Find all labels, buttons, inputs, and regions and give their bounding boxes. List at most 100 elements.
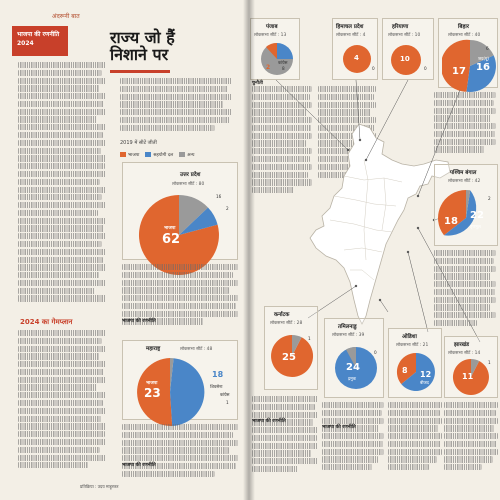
pie-jharkhand-bjp bbox=[452, 358, 489, 395]
chart-legend: भाजपा सहयोगी दल अन्य bbox=[120, 152, 195, 158]
up-notes bbox=[122, 264, 238, 334]
tn-notes bbox=[322, 402, 384, 476]
pie-jharkhand-other bbox=[471, 359, 480, 377]
state-seats-up: लोकसभा सीटें : 80 bbox=[172, 182, 205, 187]
section-banner: भाजपा की रणनीति 2024 bbox=[12, 26, 68, 56]
tn-strategy-label: भाजपा की रणनीति bbox=[322, 425, 356, 430]
pie-odisha-ally-value: 12 bbox=[420, 370, 432, 379]
pie-bihar-other bbox=[470, 40, 494, 66]
pie-bihar-ally-value: 16 bbox=[476, 62, 490, 73]
state-seats-himachal: लोकसभा सीटें : 4 bbox=[336, 33, 366, 38]
karnataka-strategy-label: भाजपा की रणनीति bbox=[252, 419, 286, 424]
state-name-haryana: हरियाणा bbox=[392, 24, 409, 30]
pie-jharkhand-other-value: 1 bbox=[488, 360, 491, 365]
punjab-notes bbox=[252, 86, 312, 206]
headline-rule bbox=[110, 70, 170, 73]
pie-up-other bbox=[179, 195, 208, 235]
pie-bihar-ally-label: जद(यू) bbox=[478, 56, 490, 61]
state-name-maharashtra: महाराष्ट्र bbox=[146, 346, 161, 352]
pie-haryana-bjp-value: 10 bbox=[400, 55, 410, 63]
wb-notes bbox=[434, 250, 496, 330]
pie-punjab-bjp-value: 2 bbox=[266, 64, 271, 71]
section-tag: अंदरूनी बात bbox=[52, 13, 80, 20]
pie-jharkhand-bjp-value: 11 bbox=[462, 372, 474, 381]
state-name-tn: तमिलनाडु bbox=[338, 324, 357, 330]
pie-wb-ally bbox=[444, 190, 477, 236]
pie-karnataka-other bbox=[292, 334, 302, 356]
state-seats-haryana: लोकसभा सीटें : 10 bbox=[388, 33, 421, 38]
pie-himachal-other-value: 0 bbox=[372, 66, 375, 71]
body-text-column-1b bbox=[18, 330, 106, 480]
state-seats-punjab: लोकसभा सीटें : 13 bbox=[254, 33, 287, 38]
up-strategy-label: भाजपा की रणनीति bbox=[122, 319, 156, 324]
legend-other: अन्य bbox=[179, 152, 195, 158]
pie-up-ally-value: 2 bbox=[226, 206, 229, 211]
state-name-punjab: पंजाब bbox=[266, 24, 278, 30]
pie-mh-ally-value: 18 bbox=[212, 370, 224, 379]
pie-tn-other bbox=[346, 346, 356, 368]
pie-bihar-bjp-value: 17 bbox=[452, 66, 466, 77]
subhead-gameplan: 2024 का गेमप्लान bbox=[20, 318, 73, 326]
maharashtra-notes bbox=[122, 424, 238, 484]
pie-up-ally bbox=[179, 207, 218, 235]
page-headline: राज्य जो हैं निशाने पर bbox=[110, 28, 175, 64]
state-seats-tn: लोकसभा सीटें : 39 bbox=[332, 333, 365, 338]
pie-wb-bjp bbox=[438, 190, 466, 236]
mh-strategy-label: भाजपा की रणनीति bbox=[122, 463, 156, 468]
pie-wb-ally-value: 22 bbox=[470, 210, 484, 221]
pie-karnataka-bjp-value: 25 bbox=[282, 352, 296, 363]
pie-bihar-bjp bbox=[442, 39, 470, 92]
pie-bihar bbox=[442, 39, 496, 93]
pie-odisha-ally bbox=[401, 353, 435, 391]
state-seats-maharashtra: लोकसभा सीटें : 48 bbox=[180, 347, 213, 352]
pie-mh-bjp-value: 23 bbox=[144, 386, 161, 400]
pie-bihar-other-value: 6 bbox=[486, 46, 489, 51]
pie-himachal-bjp-value: 4 bbox=[354, 54, 359, 62]
pie-mh-bjp bbox=[137, 358, 173, 427]
pie-karnataka bbox=[271, 334, 314, 377]
state-name-bihar: बिहार bbox=[458, 24, 469, 30]
india-map-outline bbox=[309, 123, 451, 325]
pie-haryana-other-value: 0 bbox=[424, 66, 427, 71]
pie-tn bbox=[335, 346, 377, 389]
page-gutter bbox=[243, 0, 255, 500]
body-text-column-1 bbox=[18, 62, 106, 312]
pie-maharashtra bbox=[137, 358, 205, 427]
state-seats-jharkhand: लोकसभा सीटें : 14 bbox=[448, 351, 481, 356]
state-seats-odisha: लोकसभा सीटें : 21 bbox=[396, 343, 429, 348]
state-name-jharkhand: झारखंड bbox=[454, 342, 469, 348]
legend-bjp: भाजपा bbox=[120, 152, 139, 158]
pie-mh-ally bbox=[170, 358, 205, 426]
pie-up-bjp-value: 62 bbox=[162, 232, 181, 247]
left-page: अंदरूनी बात भाजपा की रणनीति 2024 राज्य ज… bbox=[0, 0, 248, 500]
pie-odisha-ally-label: बीजद bbox=[420, 380, 429, 385]
pie-tn-ally-label: द्रमुक bbox=[348, 376, 356, 381]
state-name-karnataka: कर्नाटक bbox=[274, 312, 290, 318]
pie-wb-other bbox=[466, 189, 471, 218]
legend-ally: सहयोगी दल bbox=[145, 152, 173, 158]
pie-mh-ally-label: शिवसेना bbox=[210, 384, 223, 389]
right-page: पंजाब लोकसभा सीटें : 13 2 कांग्रेस 8 हिम… bbox=[248, 0, 500, 500]
pie-bihar-ally bbox=[466, 55, 496, 93]
pie-himachal bbox=[343, 45, 371, 73]
state-name-wb: पश्चिम बंगाल bbox=[450, 170, 477, 176]
pie-tn-bjp-value: 0 bbox=[374, 350, 377, 355]
state-name-himachal: हिमाचल प्रदेश bbox=[336, 24, 364, 30]
pie-himachal-bjp bbox=[343, 45, 371, 73]
headline-line-1: राज्य जो हैं bbox=[110, 28, 175, 47]
india-map bbox=[309, 123, 451, 325]
pie-punjab-bjp bbox=[266, 42, 277, 59]
jharkhand-notes bbox=[444, 402, 498, 476]
pie-punjab-other-value: 8 bbox=[282, 66, 285, 71]
pie-mh-other-value: 1 bbox=[226, 400, 229, 405]
pie-karnataka-other-value: 1 bbox=[308, 336, 311, 341]
pie-haryana-bjp bbox=[391, 45, 421, 75]
state-seats-karnataka: लोकसभा सीटें : 28 bbox=[270, 321, 303, 326]
pie-karnataka-bjp bbox=[271, 335, 314, 377]
pie-odisha bbox=[396, 352, 435, 391]
pie-up bbox=[138, 195, 219, 275]
body-text-column-2 bbox=[120, 78, 232, 136]
pie-mh-other-label: कांग्रेस bbox=[220, 392, 230, 397]
pie-mh-bjp-label: भाजपा bbox=[146, 381, 158, 386]
